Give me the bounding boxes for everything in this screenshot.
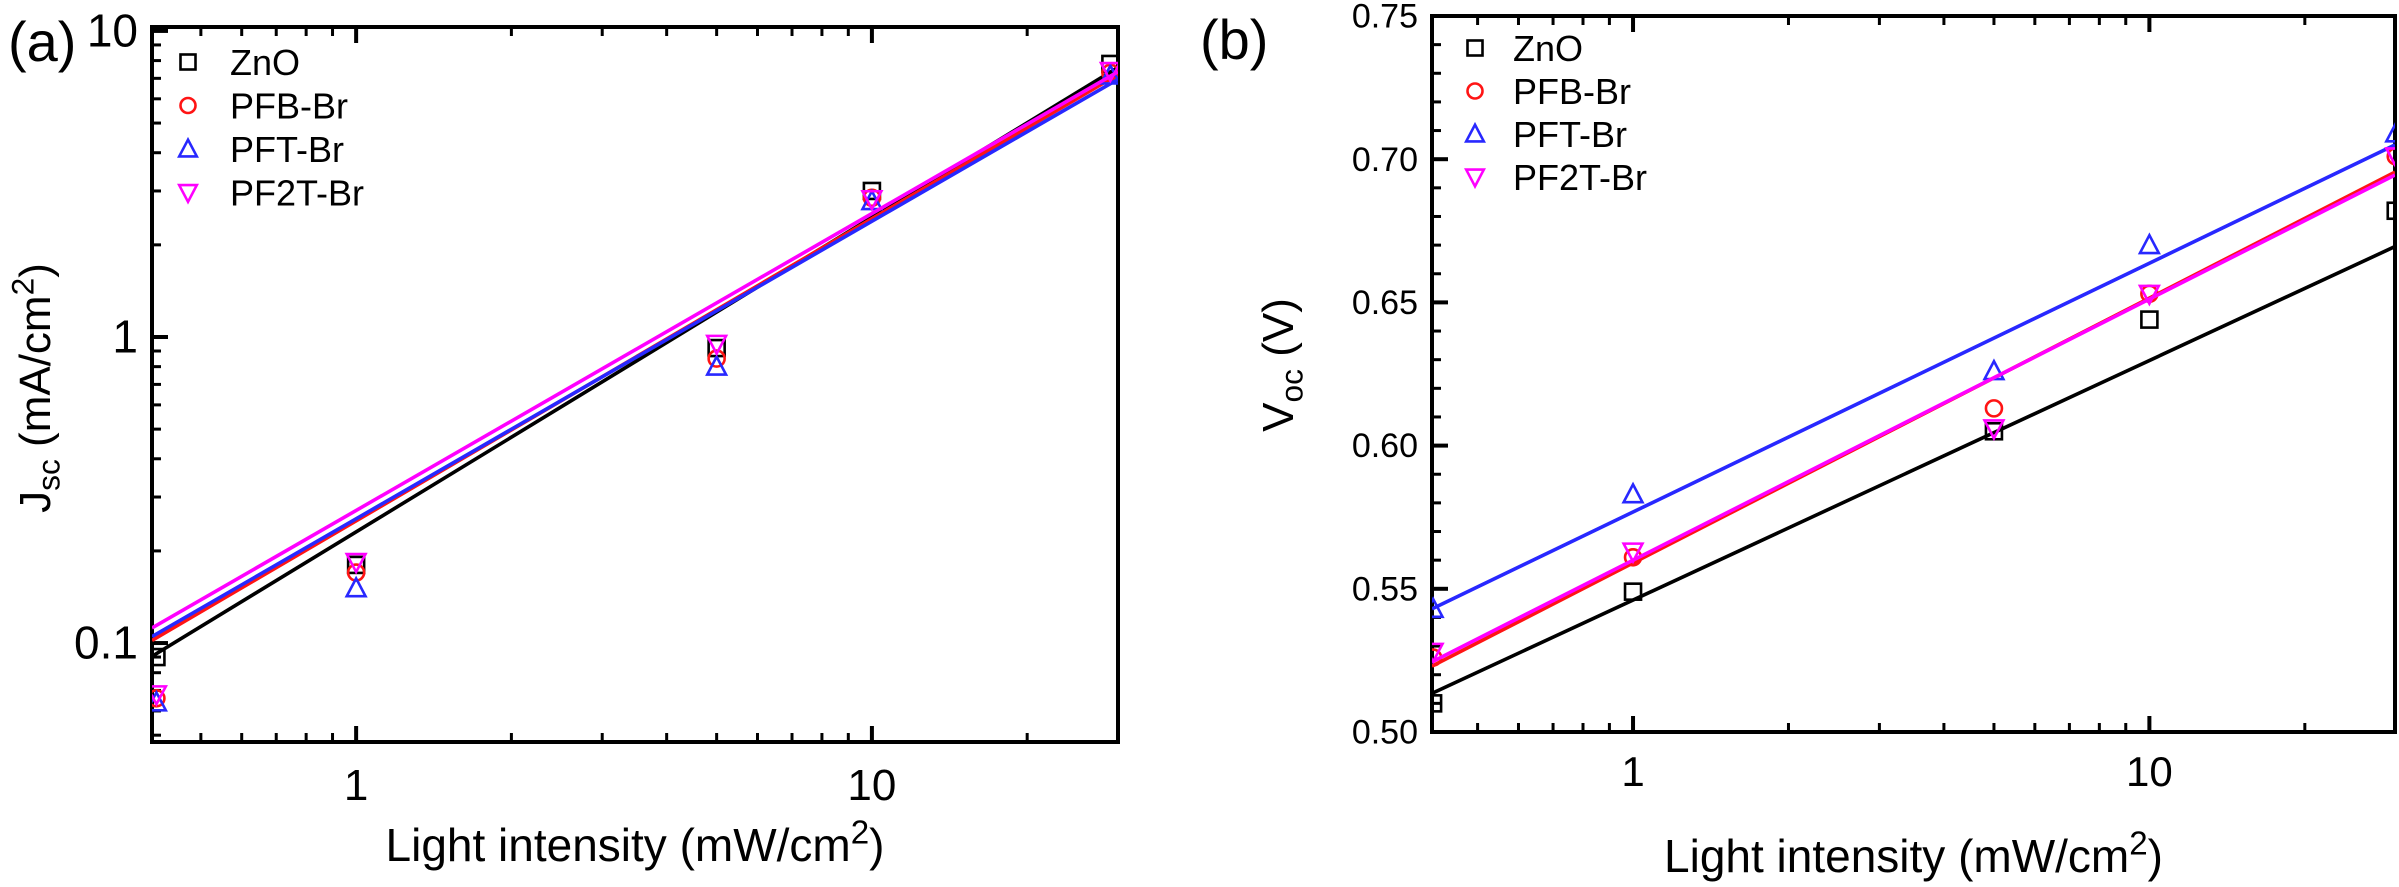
data-point-PF2T-Br <box>1432 642 1445 665</box>
legend-label-PFB-Br: PFB-Br <box>230 85 348 126</box>
data-point-ZnO <box>1623 582 1643 601</box>
data-point-PFB-Br <box>1984 399 2004 418</box>
fit-line-PFT-Br <box>1432 143 2395 611</box>
data-point-PF2T-Br <box>152 685 168 708</box>
legend-label-ZnO: ZnO <box>230 42 300 83</box>
data-point-PF2T-Br <box>2384 147 2395 168</box>
y-tick-label: 0.50 <box>1352 714 1418 752</box>
y-tick-label: 10 <box>87 5 138 57</box>
legend-label-ZnO: ZnO <box>1513 28 1583 69</box>
panel-b-letter: (b) <box>1200 8 1269 71</box>
data-point-ZnO <box>152 647 166 667</box>
x-tick-label: 1 <box>1621 748 1644 795</box>
data-point-PFB-Br <box>2386 147 2395 166</box>
y-tick-label: 0.65 <box>1352 284 1418 322</box>
data-point-PFT-Br <box>152 689 168 712</box>
data-point-ZnO <box>2386 201 2395 221</box>
plot-border <box>1430 14 2397 734</box>
legend-label-PFT-Br: PFT-Br <box>1513 114 1627 155</box>
x-axis: 1 10 <box>199 27 1029 810</box>
legend-label-PFT-Br: PFT-Br <box>230 129 344 170</box>
series-PFT-Br <box>1432 122 2395 619</box>
x-axis-title: Light intensity (mW/cm2​) <box>1664 826 2163 882</box>
y-tick-label: 1 <box>112 311 138 363</box>
fit-line-PFT-Br <box>152 77 1118 639</box>
series-PF2T-Br <box>1432 147 2395 665</box>
legend-label-PFB-Br: PFB-Br <box>1513 71 1631 112</box>
data-point-PF2T-Br <box>1982 419 2006 442</box>
data-point-PFT-Br <box>2384 122 2395 143</box>
x-tick-label: 1 <box>344 761 368 810</box>
legend-marker-PFT-Br <box>177 136 199 158</box>
series-PFB-Br <box>1432 147 2395 668</box>
y-axis: 0.1 1 10 <box>74 5 168 737</box>
x-tick-label: 10 <box>847 761 896 810</box>
legend-marker-PF2T-Br <box>177 183 199 205</box>
legend-marker-ZnO <box>179 53 197 71</box>
data-point-ZnO <box>2140 310 2159 329</box>
legend-marker-PFB-Br <box>1466 82 1484 100</box>
data-point-PFT-Br <box>705 353 729 376</box>
data-point-ZnO <box>1432 694 1443 713</box>
fit-line-ZnO <box>1432 244 2395 695</box>
series-ZnO <box>1432 201 2395 713</box>
legend-label-PF2T-Br: PF2T-Br <box>1513 157 1647 198</box>
y-axis-title: Jsc​ (mA/cm2​) <box>4 263 66 513</box>
data-point-PF2T-Br <box>344 552 368 575</box>
data-point-PF2T-Br <box>860 189 884 212</box>
legend-marker-PF2T-Br <box>1464 168 1486 190</box>
legend-marker-PFT-Br <box>1464 121 1486 143</box>
data-point-PFB-Br <box>707 349 726 368</box>
data-point-PF2T-Br <box>705 334 729 357</box>
legend-marker-PFB-Br <box>179 96 197 115</box>
y-tick-label: 0.70 <box>1352 141 1418 179</box>
data-point-PFT-Br <box>1621 481 1645 504</box>
data-point-PF2T-Br <box>1621 542 1645 565</box>
y-tick-label: 0.1 <box>74 617 138 669</box>
y-axis-title: Voc​ (V) <box>1254 298 1310 432</box>
series-PF2T-Br <box>152 61 1118 708</box>
y-tick-label: 0.55 <box>1352 570 1418 608</box>
fit-line-PF2T-Br <box>1432 173 2395 664</box>
y-tick-label: 0.60 <box>1352 427 1418 465</box>
y-axis: 0.50 0.55 0.60 0.65 0.70 0.75 <box>1352 0 1448 752</box>
legend-marker-ZnO <box>1466 39 1484 57</box>
x-axis: 1 10 <box>1476 16 2307 795</box>
x-tick-label: 10 <box>2126 748 2173 795</box>
data-point-PF2T-Br <box>2137 284 2161 307</box>
panel-a-letter: (a) <box>8 10 77 73</box>
y-tick-label: 0.75 <box>1352 0 1418 36</box>
data-point-PFT-Br <box>344 575 368 598</box>
panel-a: 1 10 0.1 1 10 Light intensity (mW/cm2​) Jsc​ (… <box>4 5 1120 871</box>
data-point-PFT-Br <box>1432 596 1445 619</box>
data-point-PFT-Br <box>2137 232 2161 255</box>
legend-label-PF2T-Br: PF2T-Br <box>230 172 364 213</box>
fit-line-PF2T-Br <box>152 70 1118 630</box>
panel-b: 1 10 0.50 0.55 0.60 0.65 0.70 0.75 Light intensi… <box>1254 0 2397 882</box>
data-point-PF2T-Br <box>1098 61 1118 84</box>
x-axis-title: Light intensity (mW/cm2​) <box>386 815 885 871</box>
